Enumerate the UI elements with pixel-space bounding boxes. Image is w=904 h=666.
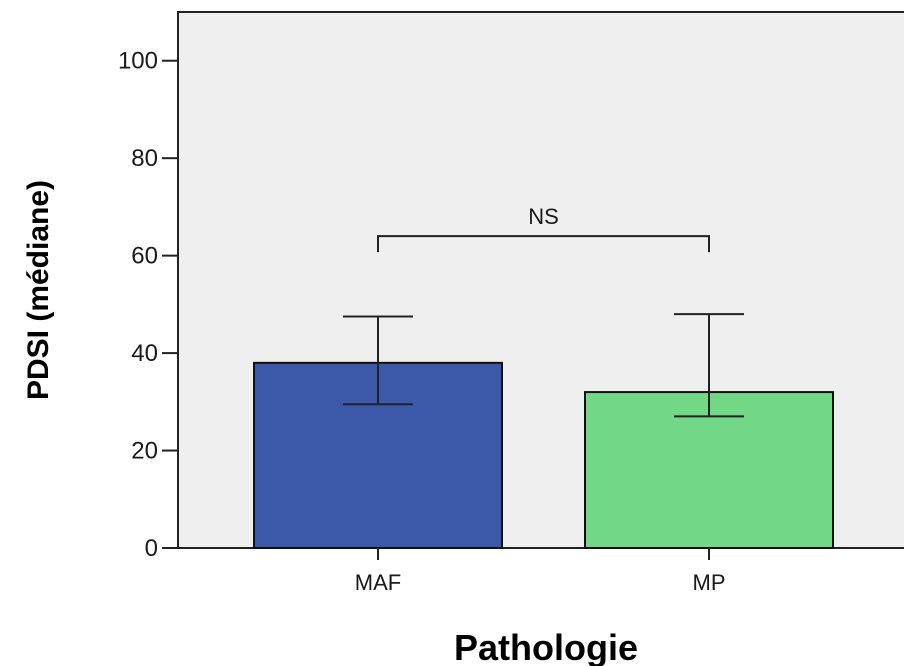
y-tick-label: 80 xyxy=(131,145,158,172)
significance-label: NS xyxy=(528,204,559,229)
bar-mp xyxy=(584,391,834,549)
x-axis-title: Pathologie xyxy=(454,627,638,666)
error-bars xyxy=(343,313,744,418)
y-tick-label: 20 xyxy=(131,438,158,465)
y-axis: 0 20 40 60 80 100 xyxy=(118,48,178,562)
y-tick-label: 0 xyxy=(145,535,158,562)
x-tick-label-maf: MAF xyxy=(355,570,401,595)
significance-bracket xyxy=(377,235,710,253)
x-tick-labels: MAF MP xyxy=(355,548,726,595)
y-tick-label: 40 xyxy=(131,340,158,367)
x-tick-label-mp: MP xyxy=(693,570,726,595)
y-tick-label: 60 xyxy=(131,243,158,270)
significance-annotation: NS xyxy=(377,204,710,253)
y-axis-title: PDSI (médiane) xyxy=(22,180,55,400)
y-tick-label: 100 xyxy=(118,48,158,75)
